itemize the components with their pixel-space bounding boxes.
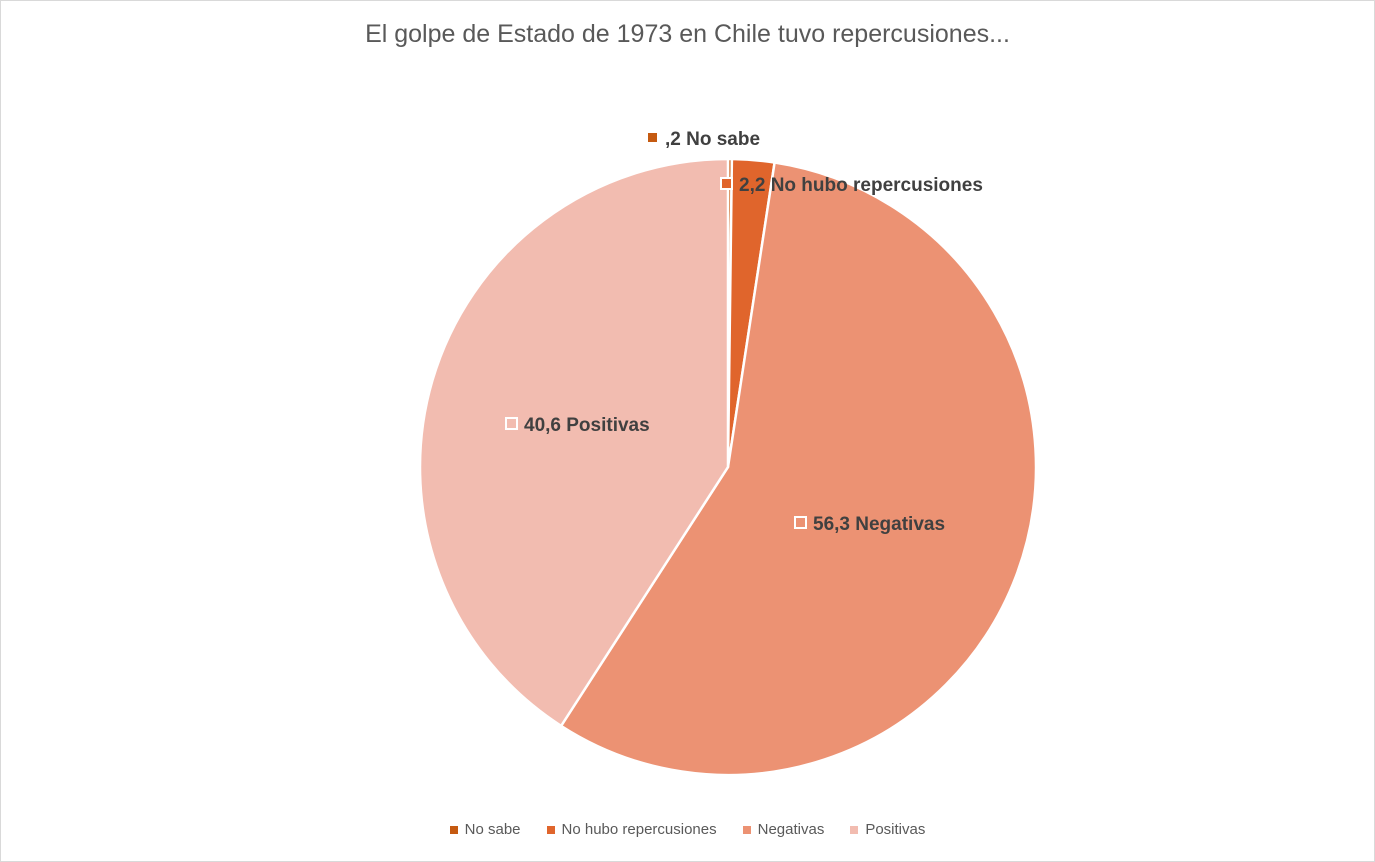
legend-item-positivas: Positivas <box>850 821 925 838</box>
chart-title: El golpe de Estado de 1973 en Chile tuvo… <box>365 20 1010 48</box>
legend-swatch <box>742 825 751 834</box>
legend-label: Positivas <box>865 821 926 838</box>
data-label-negativas: 56,3 Negativas <box>794 514 945 535</box>
data-label-key <box>646 131 659 144</box>
legend-swatch <box>850 825 859 834</box>
data-label-positivas: 40,6 Positivas <box>505 415 650 436</box>
legend-item-no-hubo-repercusiones: No hubo repercusiones <box>546 821 717 838</box>
legend-swatch <box>546 825 555 834</box>
legend-label: No sabe <box>464 821 521 838</box>
data-label-key <box>505 417 518 430</box>
data-label-key <box>794 516 807 529</box>
legend-item-negativas: Negativas <box>742 821 825 838</box>
data-label-text: 56,3 Negativas <box>813 514 945 535</box>
data-label-key <box>720 177 733 190</box>
pie-slice-positivas <box>418 157 730 728</box>
legend-swatch <box>449 825 458 834</box>
data-label-text: 2,2 No hubo repercusiones <box>739 175 983 196</box>
data-label-no-sabe: ,2 No sabe <box>646 129 760 150</box>
legend-label: Negativas <box>757 821 825 838</box>
legend: No sabe No hubo repercusiones Negativas Pos… <box>0 821 1375 838</box>
legend-item-no-sabe: No sabe <box>449 821 521 838</box>
legend-label: No hubo repercusiones <box>561 821 717 838</box>
pie-slice-negativas <box>559 161 1038 777</box>
data-label-text: ,2 No sabe <box>665 129 760 150</box>
data-label-text: 40,6 Positivas <box>524 415 650 436</box>
data-label-no-hubo-repercusiones: 2,2 No hubo repercusiones <box>720 175 983 196</box>
